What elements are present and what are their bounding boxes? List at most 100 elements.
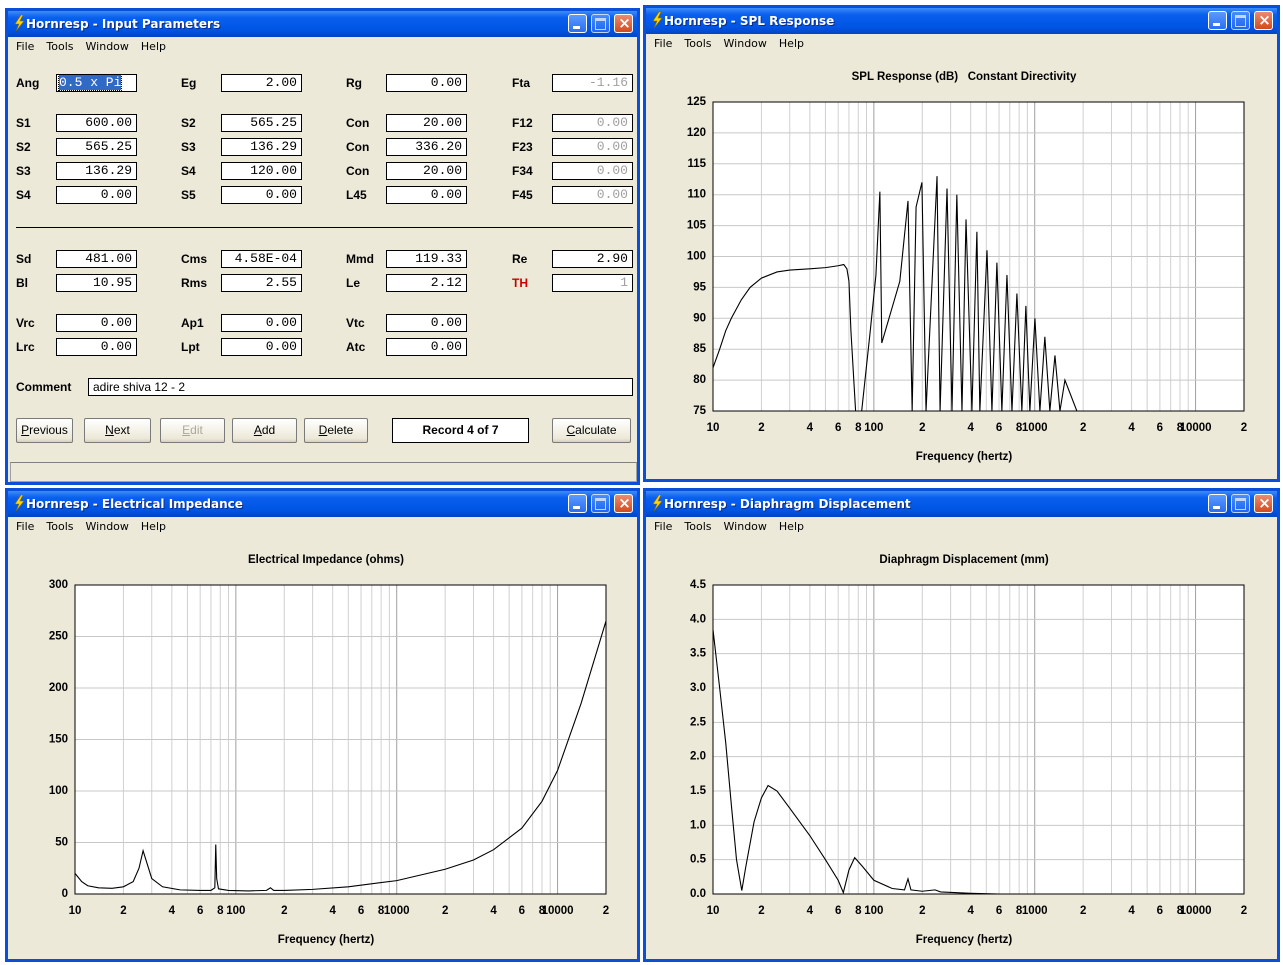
input-field[interactable]: 0.00 xyxy=(552,138,633,156)
input-field[interactable]: -1.16 xyxy=(552,74,633,92)
menu-item[interactable]: Window xyxy=(723,520,767,533)
x-tick-label: 4 xyxy=(968,905,975,917)
input-field[interactable]: 20.00 xyxy=(386,162,467,180)
input-field[interactable]: 565.25 xyxy=(221,114,302,132)
field-label: Eg xyxy=(181,76,197,90)
maximize-button[interactable] xyxy=(1231,494,1250,513)
minimize-button[interactable] xyxy=(568,14,587,33)
button-label: Delete xyxy=(318,423,354,437)
input-field[interactable]: 4.58E-04 xyxy=(221,250,302,268)
field-label: TH xyxy=(512,276,528,290)
input-field[interactable]: 0.5 x Pi xyxy=(56,74,137,92)
button[interactable]: Delete xyxy=(304,418,368,443)
close-button[interactable]: × xyxy=(1254,11,1273,30)
menu-item[interactable]: Help xyxy=(778,520,804,533)
input-field[interactable]: 20.00 xyxy=(386,114,467,132)
input-field[interactable]: 136.29 xyxy=(56,162,137,180)
input-field[interactable]: 2.00 xyxy=(221,74,302,92)
maximize-button[interactable] xyxy=(1231,11,1250,30)
menu-item[interactable]: Window xyxy=(85,40,129,53)
input-field[interactable]: 0.00 xyxy=(386,338,467,356)
window-title: Hornresp - Electrical Impedance xyxy=(26,497,243,511)
field-label: Sd xyxy=(16,252,32,266)
input-field[interactable]: 336.20 xyxy=(386,138,467,156)
input-field[interactable]: 0.00 xyxy=(221,314,302,332)
menu-item[interactable]: File xyxy=(16,40,35,53)
menu-item[interactable]: Help xyxy=(140,40,166,53)
plot-area xyxy=(713,585,1244,894)
x-tick-label: 2 xyxy=(442,905,448,917)
y-tick-label: 250 xyxy=(49,631,68,643)
comment-label: Comment xyxy=(16,380,72,394)
input-field[interactable]: 0.00 xyxy=(552,162,633,180)
x-tick-label: 100 xyxy=(864,422,883,434)
y-tick-label: 0 xyxy=(62,888,68,900)
x-tick-label: 4 xyxy=(968,422,975,434)
input-field[interactable]: 0.00 xyxy=(56,338,137,356)
comment-field[interactable]: adire shiva 12 - 2 xyxy=(88,378,633,396)
menu-item[interactable]: Window xyxy=(723,37,767,50)
input-field[interactable]: 2.55 xyxy=(221,274,302,292)
input-field[interactable]: 2.12 xyxy=(386,274,467,292)
input-field[interactable]: 0.00 xyxy=(552,114,633,132)
button[interactable]: Add xyxy=(232,418,297,443)
x-tick-label: 1000 xyxy=(1022,422,1048,434)
status-bar xyxy=(10,462,637,482)
maximize-button[interactable] xyxy=(591,14,610,33)
input-field[interactable]: 119.33 xyxy=(386,250,467,268)
input-field[interactable]: 0.00 xyxy=(552,186,633,204)
menu-item[interactable]: Tools xyxy=(684,520,712,533)
menu-item[interactable]: Tools xyxy=(46,520,74,533)
x-tick-label: 1000 xyxy=(1022,905,1048,917)
menu-item[interactable]: Help xyxy=(778,37,804,50)
input-field[interactable]: 0.00 xyxy=(221,338,302,356)
menu-item[interactable]: File xyxy=(654,37,673,50)
input-field[interactable]: 0.00 xyxy=(386,186,467,204)
input-field[interactable]: 0.00 xyxy=(56,314,137,332)
input-field[interactable]: 0.00 xyxy=(386,314,467,332)
menu-item[interactable]: Tools xyxy=(46,40,74,53)
field-label: S4 xyxy=(181,164,196,178)
input-field[interactable]: 10.95 xyxy=(56,274,137,292)
x-tick-label: 4 xyxy=(490,905,497,917)
input-field[interactable]: 0.00 xyxy=(221,186,302,204)
minimize-button[interactable] xyxy=(1208,494,1227,513)
button[interactable]: Next xyxy=(84,418,151,443)
y-tick-label: 2.5 xyxy=(690,716,707,728)
field-label: F12 xyxy=(512,116,533,130)
close-button[interactable]: × xyxy=(1254,494,1273,513)
input-field[interactable]: 136.29 xyxy=(221,138,302,156)
field-value: 0.00 xyxy=(596,163,628,178)
input-field[interactable]: 120.00 xyxy=(221,162,302,180)
field-label: Le xyxy=(346,276,361,290)
button[interactable]: Previous xyxy=(16,418,73,443)
x-tick-label: 2 xyxy=(1080,905,1086,917)
menu-item[interactable]: File xyxy=(654,520,673,533)
field-label: S4 xyxy=(16,188,31,202)
close-button[interactable]: × xyxy=(614,494,633,513)
y-tick-label: 200 xyxy=(49,682,68,694)
input-field[interactable]: 0.00 xyxy=(386,74,467,92)
input-field[interactable]: 1 xyxy=(552,274,633,292)
y-tick-label: 100 xyxy=(687,251,706,263)
calculate-button[interactable]: Calculate xyxy=(552,418,631,443)
field-value: 4.58E-04 xyxy=(234,251,297,266)
input-field[interactable]: 565.25 xyxy=(56,138,137,156)
input-field[interactable]: 481.00 xyxy=(56,250,137,268)
x-tick-label: 8 xyxy=(539,905,546,917)
menu-item[interactable]: Window xyxy=(85,520,129,533)
minimize-button[interactable] xyxy=(568,494,587,513)
maximize-button[interactable] xyxy=(591,494,610,513)
y-tick-label: 2.0 xyxy=(690,751,706,763)
input-field[interactable]: 600.00 xyxy=(56,114,137,132)
close-button[interactable]: × xyxy=(614,14,633,33)
menu-item[interactable]: Tools xyxy=(684,37,712,50)
minimize-button[interactable] xyxy=(1208,11,1227,30)
menu-item[interactable]: Help xyxy=(140,520,166,533)
menu-item[interactable]: File xyxy=(16,520,35,533)
button-label: Previous xyxy=(21,423,68,437)
input-field[interactable]: 2.90 xyxy=(552,250,633,268)
input-field[interactable]: 0.00 xyxy=(56,186,137,204)
x-tick-label: 8 xyxy=(855,422,862,434)
field-value: 0.00 xyxy=(430,339,462,354)
